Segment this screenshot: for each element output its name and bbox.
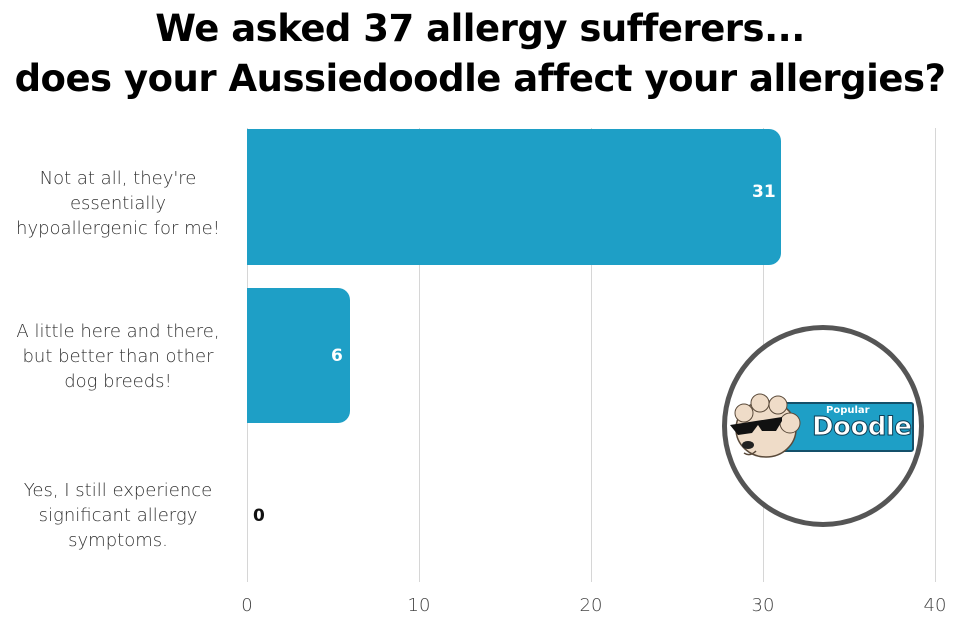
label-line: dog breeds! xyxy=(64,371,172,392)
bar-value-not-at-all: 31 xyxy=(752,182,776,202)
label-line: symptoms. xyxy=(68,530,168,551)
bar-a-little xyxy=(247,288,350,423)
label-line: Yes, I still experience xyxy=(23,480,213,501)
x-tick-0: 0 xyxy=(241,595,253,616)
x-tick-40: 40 xyxy=(923,595,947,616)
label-line: essentially xyxy=(69,193,167,214)
category-label-a-little: A little here and there, but better than… xyxy=(0,319,236,394)
label-line: significant allergy xyxy=(38,505,198,526)
label-line: A little here and there, xyxy=(16,321,220,342)
gridline-10 xyxy=(419,128,420,582)
label-line: hypoallergenic for me! xyxy=(16,218,220,239)
x-tick-10: 10 xyxy=(407,595,431,616)
label-line: Not at all, they're xyxy=(39,168,197,189)
chart-title-line-2: does your Aussiedoodle affect your aller… xyxy=(14,57,946,100)
x-tick-30: 30 xyxy=(751,595,775,616)
label-line: but better than other xyxy=(22,346,214,367)
dog-with-sunglasses-icon xyxy=(730,393,801,458)
logo-text-popular: Popular xyxy=(826,405,870,416)
x-tick-20: 20 xyxy=(579,595,603,616)
chart-title: We asked 37 allergy sufferers... does yo… xyxy=(0,4,960,104)
gridline-40 xyxy=(935,128,936,582)
bar-not-at-all xyxy=(247,129,781,265)
category-label-not-at-all: Not at all, they're essentially hypoalle… xyxy=(0,166,236,241)
bar-value-yes-still: 0 xyxy=(253,506,265,526)
chart-title-line-1: We asked 37 allergy sufferers... xyxy=(155,7,805,50)
bar-value-a-little: 6 xyxy=(331,346,343,366)
category-label-yes-still: Yes, I still experience significant alle… xyxy=(0,478,236,553)
logo-text-doodle: Doodle xyxy=(811,412,912,443)
gridline-20 xyxy=(591,128,592,582)
